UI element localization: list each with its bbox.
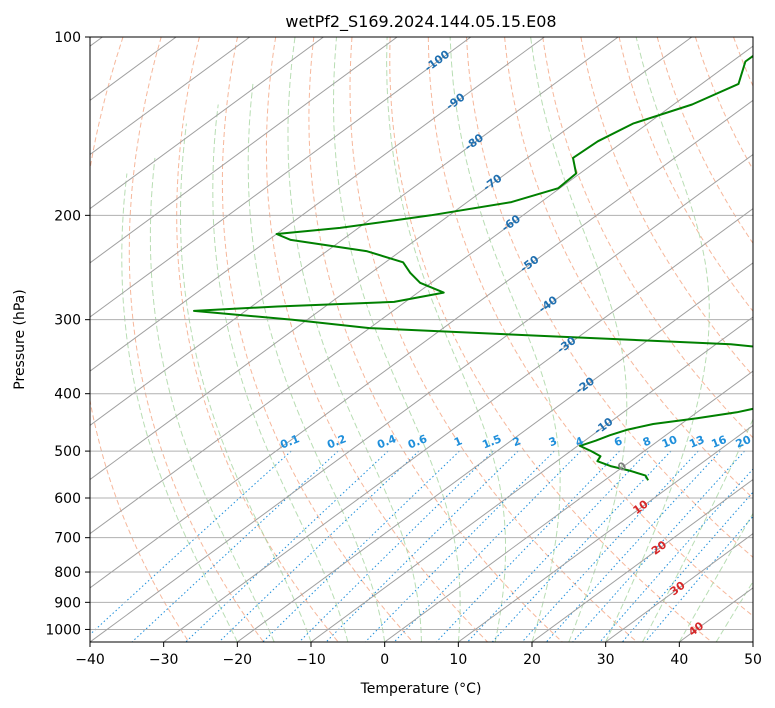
moist-adiabat-8 bbox=[449, 37, 561, 642]
dry-adiabats bbox=[90, 37, 753, 642]
y-tick-label: 100 bbox=[54, 30, 81, 46]
dry-adiabat-0 bbox=[90, 37, 190, 642]
dewpoint-line bbox=[193, 54, 753, 481]
mixing-ratio-line-6 bbox=[325, 450, 519, 642]
dry-adiabat-4 bbox=[265, 37, 488, 642]
dry-adiabat-5 bbox=[308, 37, 563, 642]
moist-adiabat-0 bbox=[121, 173, 238, 642]
isotherm-15 bbox=[310, 316, 753, 642]
isotherm-19 bbox=[605, 533, 753, 642]
moist-adiabat-5 bbox=[287, 37, 422, 642]
mixing-ratio-line-1 bbox=[131, 450, 339, 642]
x-tick-label: 0 bbox=[380, 652, 389, 668]
y-axis: 100 200 300 400 500 600 700 800 900 1000 bbox=[45, 30, 90, 638]
x-tick-label: −20 bbox=[223, 652, 253, 668]
x-tick-label: −40 bbox=[75, 652, 105, 668]
dry-adiabat-7 bbox=[389, 37, 713, 642]
moist-adiabat-10 bbox=[605, 37, 710, 642]
y-tick-label: 300 bbox=[54, 313, 81, 329]
x-tick-label: 30 bbox=[597, 652, 615, 668]
mixing-ratio-label: 13 bbox=[687, 433, 706, 451]
mixing-ratio-label: 3 bbox=[547, 434, 559, 449]
y-tick-label: 500 bbox=[54, 444, 81, 460]
mixing-ratio-label: 8 bbox=[641, 434, 653, 449]
chart-title: wetPf2_S169.2024.144.05.15.E08 bbox=[285, 12, 556, 32]
y-tick-label: 600 bbox=[54, 491, 81, 507]
x-tick-label: 50 bbox=[744, 652, 762, 668]
mixing-ratio-line-14 bbox=[572, 450, 745, 642]
moist-adiabat-9 bbox=[530, 37, 628, 642]
y-axis-label: Pressure (hPa) bbox=[12, 289, 28, 389]
mixing-ratio-line-12 bbox=[521, 450, 699, 642]
moist-adiabat-3 bbox=[212, 104, 349, 642]
x-tick-label: −30 bbox=[149, 652, 179, 668]
dry-adiabat-1 bbox=[128, 37, 264, 642]
dry-adiabat-3 bbox=[221, 37, 414, 642]
moist-adiabat-13 bbox=[715, 580, 753, 642]
isotherm-9 bbox=[90, 37, 693, 481]
mixing-ratio-label: 20 bbox=[734, 433, 753, 451]
isotherm-10 bbox=[90, 45, 753, 535]
y-tick-label: 200 bbox=[54, 208, 81, 224]
isotherms bbox=[90, 37, 753, 642]
y-tick-label: 400 bbox=[54, 387, 81, 403]
plot-area: -100-90-80-70-60-50-40-30-20-10010203040… bbox=[90, 37, 753, 642]
mixing-ratio-line-9 bbox=[436, 450, 620, 642]
mixing-ratio-label: 2 bbox=[511, 434, 523, 449]
mixing-ratio-line-8 bbox=[393, 450, 582, 642]
x-tick-label: 40 bbox=[670, 652, 688, 668]
isotherm-17 bbox=[458, 424, 753, 642]
x-tick-label: −10 bbox=[296, 652, 326, 668]
mixing-ratio-line-0 bbox=[90, 450, 292, 636]
isotherm-12 bbox=[90, 153, 753, 642]
mixing-ratio-line-5 bbox=[298, 450, 494, 642]
dry-adiabat-15 bbox=[694, 37, 753, 171]
mixing-ratio-label: 10 bbox=[660, 433, 679, 451]
dry-adiabat-8 bbox=[427, 37, 753, 617]
dry-adiabat-11 bbox=[542, 37, 753, 439]
x-tick-label: 20 bbox=[523, 652, 541, 668]
isotherm-18 bbox=[531, 478, 753, 642]
mixing-ratio-line-7 bbox=[364, 450, 555, 642]
x-tick-label: 10 bbox=[449, 652, 467, 668]
mixing-ratio-line-4 bbox=[262, 450, 460, 642]
isotherm-14 bbox=[237, 262, 753, 642]
isotherm-8 bbox=[90, 37, 619, 426]
isotherm-3 bbox=[90, 37, 251, 156]
x-axis: −40 −30 −20 −10 0 10 20 30 40 50 bbox=[75, 642, 762, 668]
isotherm-7 bbox=[90, 37, 545, 372]
moist-adiabat-11 bbox=[642, 418, 753, 642]
mixing-ratio-line-15 bbox=[599, 468, 753, 642]
isotherm-6 bbox=[90, 37, 472, 318]
y-tick-label: 700 bbox=[54, 531, 81, 547]
isotherm-16 bbox=[384, 370, 753, 642]
x-axis-label: Temperature (°C) bbox=[360, 681, 482, 697]
data-series bbox=[193, 54, 753, 481]
moist-adiabat-7 bbox=[386, 37, 506, 642]
moist-adiabat-12 bbox=[678, 512, 753, 642]
dry-adiabat-9 bbox=[466, 37, 753, 558]
moist-adiabat-4 bbox=[247, 83, 386, 642]
dry-adiabat-13 bbox=[618, 37, 753, 313]
plot-frame bbox=[89, 36, 754, 643]
mixing-ratio-label: 1 bbox=[452, 434, 464, 449]
mixing-ratio-label: 16 bbox=[709, 433, 728, 451]
mixing-ratio-labels: 0.10.20.40.611.52346810131620253036 bbox=[278, 432, 753, 451]
isotherm-13 bbox=[163, 208, 753, 642]
moist-adiabat-1 bbox=[149, 157, 275, 642]
dry-adiabat-14 bbox=[656, 37, 753, 245]
dry-adiabat-6 bbox=[349, 37, 638, 642]
mixing-ratio-line-10 bbox=[467, 450, 649, 642]
y-tick-label: 800 bbox=[54, 565, 81, 581]
y-tick-label: 900 bbox=[54, 595, 81, 611]
y-tick-label: 1000 bbox=[45, 622, 81, 638]
isotherm-5 bbox=[90, 37, 398, 264]
isotherm-11 bbox=[90, 99, 753, 589]
pressure-gridlines bbox=[90, 37, 753, 630]
isotherm-4 bbox=[90, 37, 324, 210]
moist-adiabat-2 bbox=[179, 123, 312, 642]
